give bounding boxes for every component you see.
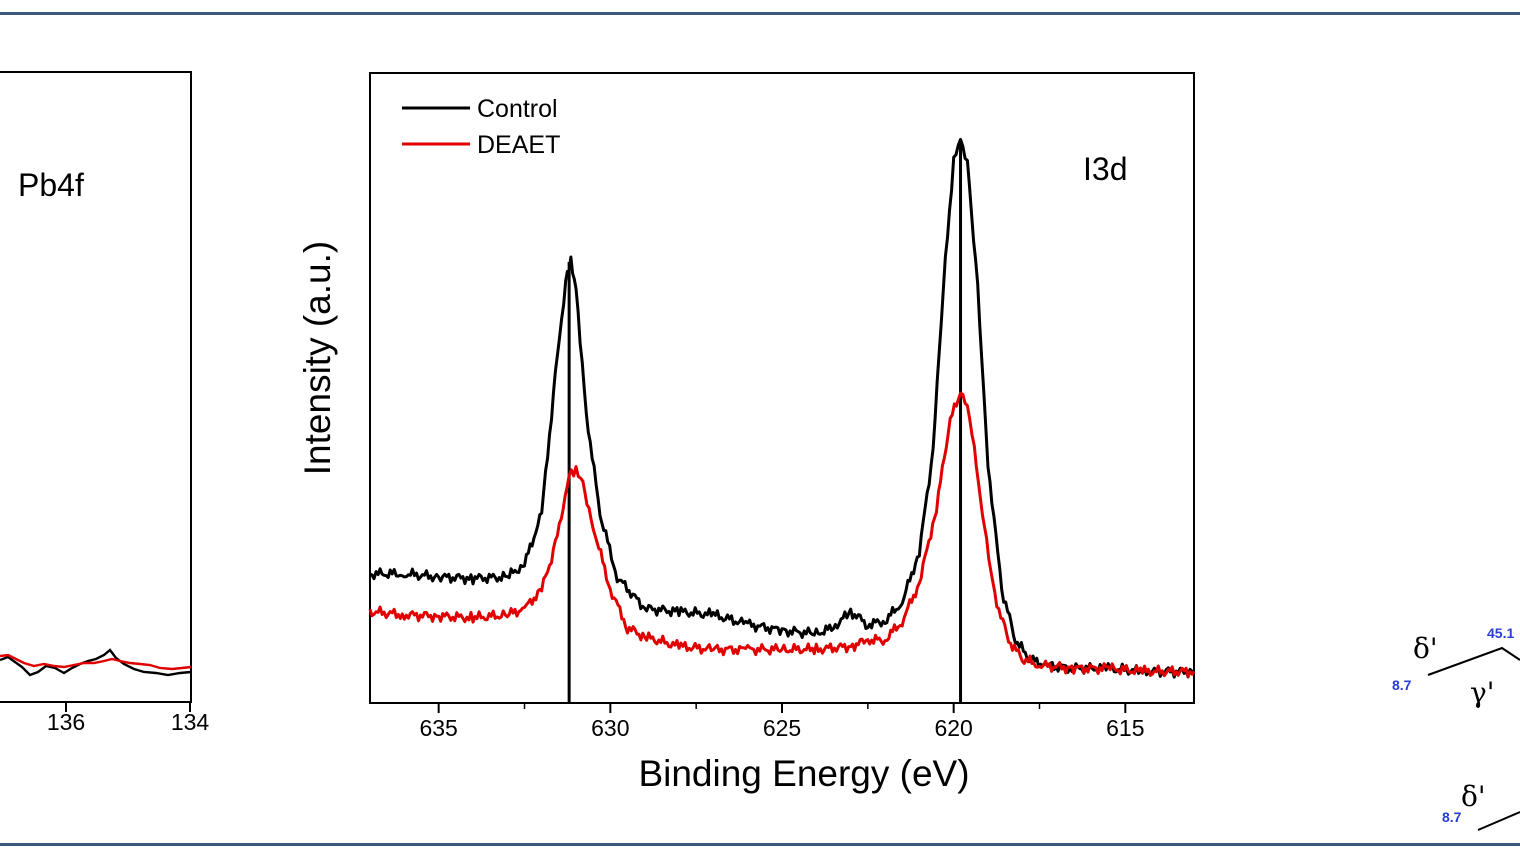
x-tick-label-615: 615 — [1106, 715, 1144, 741]
plot-frame — [369, 72, 1195, 704]
bond-value-3: 8.7 — [1442, 809, 1462, 825]
pb4f-label: Pb4f — [18, 167, 84, 203]
pb4f-control-trace — [0, 648, 192, 677]
pb4f-tick-label-134: 134 — [171, 709, 210, 735]
reference-lines — [567, 142, 963, 703]
x-ticks: 635 630 625 620 615 — [419, 703, 1145, 741]
delta-prime-label-1: δ' — [1413, 632, 1438, 665]
pb4f-frame — [0, 71, 192, 703]
delta-prime-label-2: δ' — [1461, 780, 1486, 813]
pb4f-panel: Pb4f 136 134 — [0, 71, 210, 735]
i3d-panel-label: I3d — [1083, 151, 1127, 187]
y-axis-title: Intensity (a.u.) — [297, 241, 338, 475]
bond-value-1: 8.7 — [1392, 677, 1412, 693]
molecule-bond-lower — [1477, 811, 1520, 831]
x-tick-label-630: 630 — [591, 715, 629, 741]
i3d-chart: 635 630 625 620 615 I3d Control DEAET Bindin… — [297, 72, 1196, 794]
series-deaet — [368, 391, 1196, 678]
x-axis-title: Binding Energy (eV) — [638, 753, 969, 794]
legend: Control DEAET — [402, 95, 560, 159]
top-rule — [0, 12, 1520, 15]
molecule-fragment: δ' γ' δ' 8.7 45.1 8.7 — [1392, 625, 1520, 831]
series-layer — [368, 137, 1196, 679]
legend-label-deaet: DEAET — [477, 131, 560, 159]
bottom-rule — [0, 843, 1520, 846]
molecule-bond-upper — [1427, 646, 1520, 676]
x-tick-label-635: 635 — [419, 715, 457, 741]
bond-value-2: 45.1 — [1487, 625, 1514, 641]
x-tick-label-625: 625 — [763, 715, 801, 741]
pb4f-tick-label-136: 136 — [47, 709, 85, 735]
x-tick-label-620: 620 — [934, 715, 972, 741]
legend-label-control: Control — [477, 95, 558, 123]
gamma-prime-label: γ' — [1470, 676, 1494, 709]
series-control — [369, 137, 1195, 679]
pb4f-deaet-trace — [0, 653, 192, 671]
